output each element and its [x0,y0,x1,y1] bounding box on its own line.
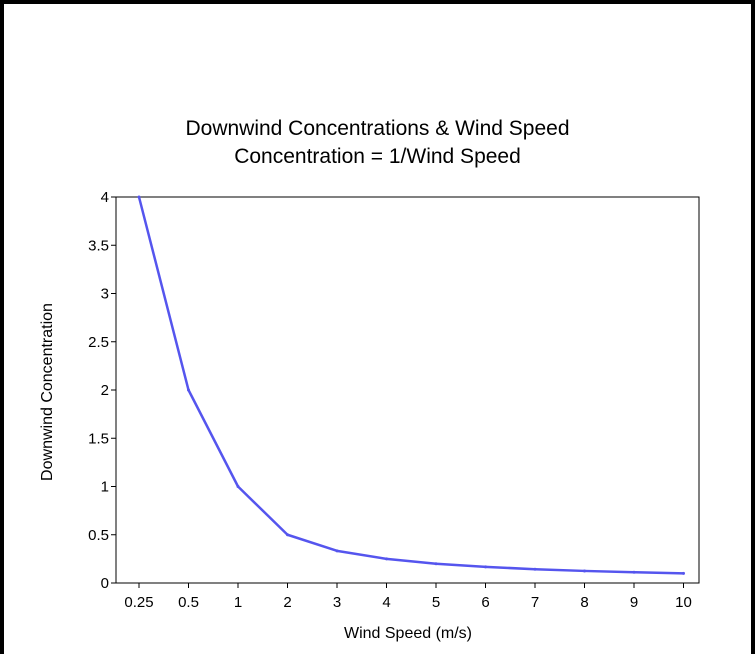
x-axis-label: Wind Speed (m/s) [344,625,472,642]
data-point [137,195,141,199]
x-tick-label: 4 [382,594,390,611]
y-tick-label: 0 [101,575,109,592]
y-tick-label: 1 [101,479,109,496]
data-points [137,195,685,575]
data-point [583,569,586,573]
x-tick-label: 0.25 [124,594,153,611]
x-tick-label: 3 [333,594,341,611]
data-point [236,485,240,488]
x-tick-label: 8 [580,594,588,611]
x-tick-label: 5 [432,594,440,611]
y-tick-label: 1.5 [88,430,109,447]
y-axis-label: Downwind Concentration [39,303,56,481]
plot-area [115,196,700,584]
x-tick-label: 6 [481,594,489,611]
data-point [187,388,190,392]
data-point [484,565,487,569]
y-tick-label: 2 [101,382,109,399]
x-axis: 0.25 0.5 1 2 3 4 5 6 7 8 9 10 [124,583,692,611]
y-tick-label: 2.5 [88,334,109,351]
data-point [335,549,339,553]
y-axis: 0 0.5 1 1.5 2 2.5 3 3.5 4 [88,189,116,592]
data-point [682,571,685,575]
data-point [286,533,289,537]
series-line [137,196,684,575]
x-tick-label: 2 [283,594,291,611]
data-point [385,557,388,561]
x-tick-label: 10 [675,594,692,611]
x-tick-label: 9 [630,594,638,611]
data-point [434,562,438,566]
chart-title: Downwind Concentrations & Wind Speed [185,117,570,140]
chart-subtitle: Concentration = 1/Wind Speed [234,145,521,168]
data-point [632,570,636,574]
x-tick-label: 1 [234,594,242,611]
y-tick-label: 0.5 [88,527,109,544]
y-tick-label: 4 [101,189,109,206]
x-tick-label: 0.5 [178,594,199,611]
x-tick-label: 7 [531,594,539,611]
data-point [533,567,537,571]
y-tick-label: 3 [101,286,109,303]
y-tick-label: 3.5 [88,237,109,254]
